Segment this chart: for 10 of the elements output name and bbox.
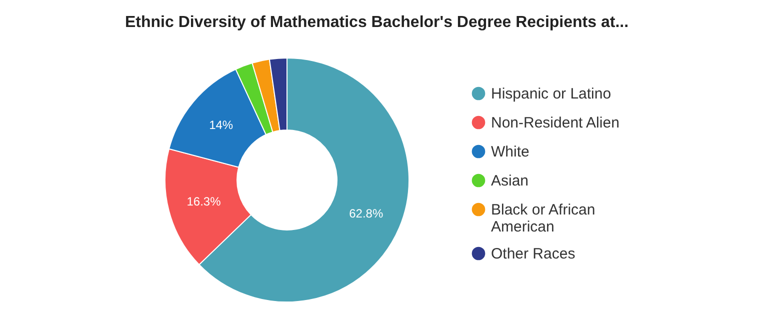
data-label: 62.8% xyxy=(349,206,384,221)
legend-label: White xyxy=(491,144,530,160)
legend-label: Non-Resident Alien xyxy=(491,114,620,132)
legend-label: Other Races xyxy=(491,246,576,262)
legend-label: Hispanic or Latino xyxy=(491,86,612,102)
chart-title: Ethnic Diversity of Mathematics Bachelor's Degree Recipients at... xyxy=(125,14,629,31)
data-label: 16.3% xyxy=(186,194,222,209)
data-label: 14% xyxy=(209,118,234,132)
legend-label: Black or African American xyxy=(491,202,596,236)
legend-label: Asian xyxy=(491,172,529,190)
